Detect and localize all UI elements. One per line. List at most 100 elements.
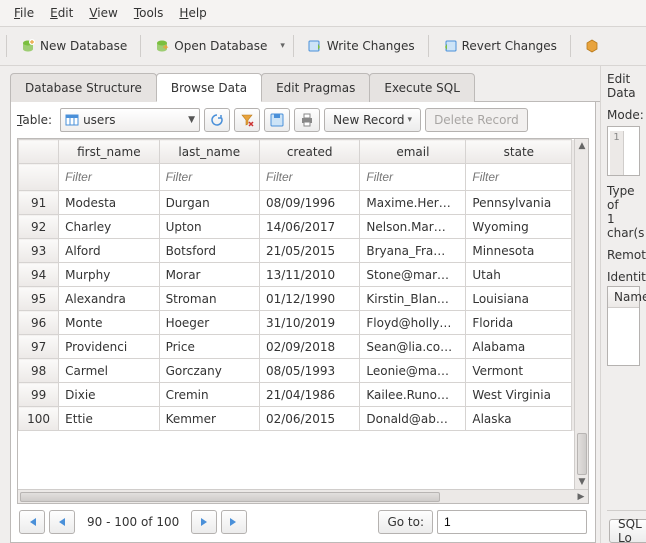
col-header-created[interactable]: created bbox=[259, 140, 359, 164]
vertical-scrollbar[interactable]: ▲ ▼ bbox=[574, 139, 588, 489]
revert-changes-button[interactable]: Revert Changes bbox=[435, 33, 564, 59]
cell-created[interactable]: 13/11/2010 bbox=[259, 263, 359, 287]
cell-last-name[interactable]: Morar bbox=[159, 263, 259, 287]
goto-input[interactable] bbox=[437, 510, 587, 534]
cell-last-name[interactable]: Durgan bbox=[159, 191, 259, 215]
menu-view[interactable]: View bbox=[81, 3, 125, 23]
cell-state[interactable]: Florida bbox=[466, 311, 572, 335]
cell-last-name[interactable]: Hoeger bbox=[159, 311, 259, 335]
table-row[interactable]: 100EttieKemmer02/06/2015Donald@ab…Alaska bbox=[19, 407, 588, 431]
partial-button[interactable] bbox=[577, 33, 601, 59]
mode-editor[interactable]: 1 bbox=[607, 126, 640, 176]
cell-state[interactable]: Pennsylvania bbox=[466, 191, 572, 215]
cell-created[interactable]: 02/09/2018 bbox=[259, 335, 359, 359]
sql-log-button[interactable]: SQL Lo bbox=[609, 519, 646, 543]
tab-edit-pragmas[interactable]: Edit Pragmas bbox=[261, 73, 370, 102]
col-header-first-name[interactable]: first_name bbox=[59, 140, 159, 164]
cell-created[interactable]: 31/10/2019 bbox=[259, 311, 359, 335]
cell-first-name[interactable]: Monte bbox=[59, 311, 159, 335]
cell-email[interactable]: Donald@ab… bbox=[360, 407, 466, 431]
pager-last-button[interactable] bbox=[221, 510, 247, 534]
pager-first-button[interactable] bbox=[19, 510, 45, 534]
cell-created[interactable]: 21/05/2015 bbox=[259, 239, 359, 263]
dropdown-arrow-icon[interactable]: ▾ bbox=[278, 41, 287, 51]
cell-last-name[interactable]: Upton bbox=[159, 215, 259, 239]
cell-state[interactable]: Louisiana bbox=[466, 287, 572, 311]
cell-email[interactable]: Kirstin_Blan… bbox=[360, 287, 466, 311]
tab-browse-data[interactable]: Browse Data bbox=[156, 73, 262, 102]
cell-email[interactable]: Bryana_Fra… bbox=[360, 239, 466, 263]
table-row[interactable]: 95AlexandraStroman01/12/1990Kirstin_Blan… bbox=[19, 287, 588, 311]
cell-email[interactable]: Sean@lia.co… bbox=[360, 335, 466, 359]
cell-last-name[interactable]: Stroman bbox=[159, 287, 259, 311]
write-changes-button[interactable]: Write Changes bbox=[300, 33, 422, 59]
pager-prev-button[interactable] bbox=[49, 510, 75, 534]
menu-file[interactable]: File bbox=[6, 3, 42, 23]
cell-first-name[interactable]: Providenci bbox=[59, 335, 159, 359]
table-row[interactable]: 97ProvidenciPrice02/09/2018Sean@lia.co…A… bbox=[19, 335, 588, 359]
filter-last-name[interactable] bbox=[166, 168, 253, 186]
filter-state[interactable] bbox=[472, 168, 565, 186]
pager-next-button[interactable] bbox=[191, 510, 217, 534]
cell-last-name[interactable]: Botsford bbox=[159, 239, 259, 263]
scroll-down-icon[interactable]: ▼ bbox=[576, 476, 588, 488]
vscroll-thumb[interactable] bbox=[577, 433, 587, 475]
table-row[interactable]: 94MurphyMorar13/11/2010Stone@mar…Utah bbox=[19, 263, 588, 287]
col-header-state[interactable]: state bbox=[466, 140, 572, 164]
table-row[interactable]: 92CharleyUpton14/06/2017Nelson.Mar…Wyomi… bbox=[19, 215, 588, 239]
filter-created[interactable] bbox=[266, 168, 353, 186]
cell-state[interactable]: Alaska bbox=[466, 407, 572, 431]
cell-email[interactable]: Floyd@holly… bbox=[360, 311, 466, 335]
cell-first-name[interactable]: Alford bbox=[59, 239, 159, 263]
open-database-button[interactable]: Open Database bbox=[147, 33, 274, 59]
cell-state[interactable]: Utah bbox=[466, 263, 572, 287]
col-header-email[interactable]: email bbox=[360, 140, 466, 164]
table-row[interactable]: 93AlfordBotsford21/05/2015Bryana_Fra…Min… bbox=[19, 239, 588, 263]
filter-email[interactable] bbox=[366, 168, 459, 186]
cell-created[interactable]: 01/12/1990 bbox=[259, 287, 359, 311]
cell-first-name[interactable]: Dixie bbox=[59, 383, 159, 407]
clear-filters-button[interactable] bbox=[234, 108, 260, 132]
cell-last-name[interactable]: Gorczany bbox=[159, 359, 259, 383]
cell-created[interactable]: 08/05/1993 bbox=[259, 359, 359, 383]
cell-last-name[interactable]: Kemmer bbox=[159, 407, 259, 431]
horizontal-scrollbar[interactable]: ▶ bbox=[18, 489, 588, 503]
identity-list[interactable]: Name bbox=[607, 286, 640, 366]
table-row[interactable]: 96MonteHoeger31/10/2019Floyd@holly…Flori… bbox=[19, 311, 588, 335]
cell-first-name[interactable]: Alexandra bbox=[59, 287, 159, 311]
new-database-button[interactable]: New Database bbox=[13, 33, 134, 59]
scroll-up-icon[interactable]: ▲ bbox=[576, 140, 588, 152]
cell-state[interactable]: Minnesota bbox=[466, 239, 572, 263]
cell-state[interactable]: Alabama bbox=[466, 335, 572, 359]
new-record-button[interactable]: New Record ▾ bbox=[324, 108, 421, 132]
table-row[interactable]: 98CarmelGorczany08/05/1993Leonie@ma…Verm… bbox=[19, 359, 588, 383]
filter-first-name[interactable] bbox=[65, 168, 152, 186]
cell-first-name[interactable]: Murphy bbox=[59, 263, 159, 287]
refresh-button[interactable] bbox=[204, 108, 230, 132]
table-selector-combo[interactable]: users ▼ bbox=[60, 108, 200, 132]
delete-record-button[interactable]: Delete Record bbox=[425, 108, 528, 132]
cell-email[interactable]: Kailee.Runo… bbox=[360, 383, 466, 407]
cell-email[interactable]: Maxime.Her… bbox=[360, 191, 466, 215]
tab-database-structure[interactable]: Database Structure bbox=[10, 73, 157, 102]
cell-first-name[interactable]: Charley bbox=[59, 215, 159, 239]
menu-edit[interactable]: Edit bbox=[42, 3, 81, 23]
cell-created[interactable]: 14/06/2017 bbox=[259, 215, 359, 239]
cell-last-name[interactable]: Price bbox=[159, 335, 259, 359]
goto-button[interactable]: Go to: bbox=[378, 510, 433, 534]
cell-last-name[interactable]: Cremin bbox=[159, 383, 259, 407]
cell-email[interactable]: Stone@mar… bbox=[360, 263, 466, 287]
cell-first-name[interactable]: Ettie bbox=[59, 407, 159, 431]
cell-created[interactable]: 21/04/1986 bbox=[259, 383, 359, 407]
cell-email[interactable]: Nelson.Mar… bbox=[360, 215, 466, 239]
table-row[interactable]: 91ModestaDurgan08/09/1996Maxime.Her…Penn… bbox=[19, 191, 588, 215]
menu-tools[interactable]: Tools bbox=[126, 3, 172, 23]
cell-created[interactable]: 02/06/2015 bbox=[259, 407, 359, 431]
cell-state[interactable]: Wyoming bbox=[466, 215, 572, 239]
cell-first-name[interactable]: Modesta bbox=[59, 191, 159, 215]
tab-execute-sql[interactable]: Execute SQL bbox=[369, 73, 475, 102]
cell-state[interactable]: Vermont bbox=[466, 359, 572, 383]
menu-help[interactable]: Help bbox=[171, 3, 214, 23]
save-button[interactable] bbox=[264, 108, 290, 132]
cell-state[interactable]: West Virginia bbox=[466, 383, 572, 407]
